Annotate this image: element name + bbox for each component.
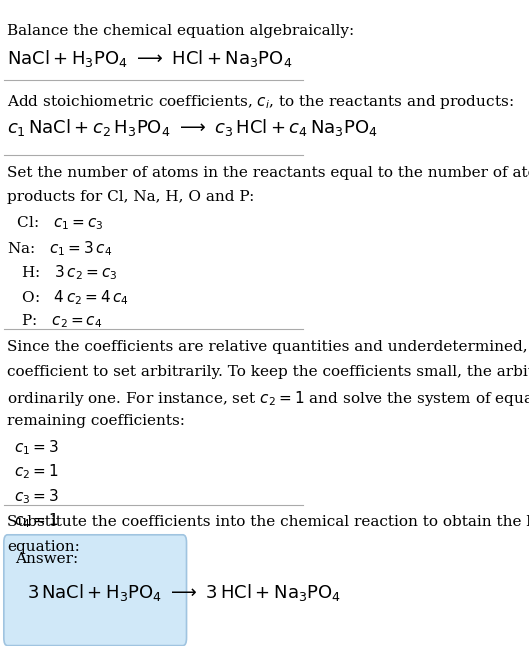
Text: Substitute the coefficients into the chemical reaction to obtain the balanced: Substitute the coefficients into the che… <box>7 516 529 529</box>
Text: equation:: equation: <box>7 540 80 554</box>
Text: Since the coefficients are relative quantities and underdetermined, choose a: Since the coefficients are relative quan… <box>7 340 529 355</box>
Text: Set the number of atoms in the reactants equal to the number of atoms in the: Set the number of atoms in the reactants… <box>7 166 529 180</box>
Text: $\mathrm{NaCl + H_3PO_4 \ \longrightarrow \ HCl + Na_3PO_4}$: $\mathrm{NaCl + H_3PO_4 \ \longrightarro… <box>7 49 293 69</box>
Text: $c_2 = 1$: $c_2 = 1$ <box>14 463 58 481</box>
Text: Na:   $c_1 = 3\,c_4$: Na: $c_1 = 3\,c_4$ <box>7 239 113 258</box>
Text: $3\,\mathrm{NaCl + H_3PO_4 \ \longrightarrow \ 3\,HCl + Na_3PO_4}$: $3\,\mathrm{NaCl + H_3PO_4 \ \longrighta… <box>28 582 342 604</box>
Text: H:   $3\,c_2 = c_3$: H: $3\,c_2 = c_3$ <box>12 263 117 282</box>
Text: products for Cl, Na, H, O and P:: products for Cl, Na, H, O and P: <box>7 190 255 204</box>
Text: ordinarily one. For instance, set $c_2 = 1$ and solve the system of equations fo: ordinarily one. For instance, set $c_2 =… <box>7 389 529 408</box>
FancyBboxPatch shape <box>4 535 187 646</box>
Text: O:   $4\,c_2 = 4\,c_4$: O: $4\,c_2 = 4\,c_4$ <box>12 288 129 307</box>
Text: Add stoichiometric coefficients, $c_i$, to the reactants and products:: Add stoichiometric coefficients, $c_i$, … <box>7 93 514 111</box>
Text: $c_3 = 3$: $c_3 = 3$ <box>14 487 58 506</box>
Text: Answer:: Answer: <box>15 551 78 565</box>
Text: remaining coefficients:: remaining coefficients: <box>7 413 186 428</box>
Text: Balance the chemical equation algebraically:: Balance the chemical equation algebraica… <box>7 24 355 38</box>
Text: $c_1 = 3$: $c_1 = 3$ <box>14 438 58 457</box>
Text: coefficient to set arbitrarily. To keep the coefficients small, the arbitrary va: coefficient to set arbitrarily. To keep … <box>7 365 529 378</box>
Text: P:   $c_2 = c_4$: P: $c_2 = c_4$ <box>12 313 103 330</box>
Text: $c_1\,\mathrm{NaCl} + c_2\,\mathrm{H_3PO_4} \ \longrightarrow \ c_3\,\mathrm{HCl: $c_1\,\mathrm{NaCl} + c_2\,\mathrm{H_3PO… <box>7 117 378 138</box>
Text: $c_4 = 1$: $c_4 = 1$ <box>14 512 58 531</box>
Text: Cl:   $c_1 = c_3$: Cl: $c_1 = c_3$ <box>12 215 104 232</box>
